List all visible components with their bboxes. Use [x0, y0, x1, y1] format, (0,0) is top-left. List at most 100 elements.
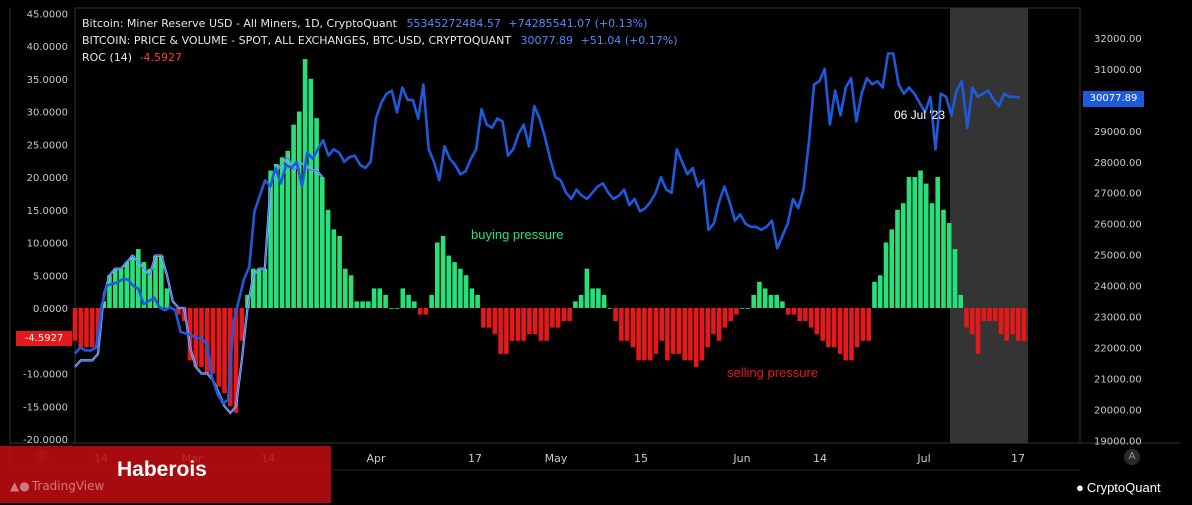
x-tick-label: 17	[1011, 452, 1025, 465]
roc-bar	[452, 262, 457, 308]
roc-bar	[659, 308, 664, 341]
roc-bar	[849, 308, 854, 361]
roc-bar	[866, 308, 871, 341]
roc-bar	[325, 209, 331, 309]
roc-bar	[389, 308, 394, 309]
roc-bar	[877, 275, 883, 309]
roc-bar	[820, 308, 825, 341]
right-tick-label: 26000.00	[1094, 220, 1142, 231]
roc-bar	[343, 268, 348, 308]
roc-bar	[222, 308, 227, 394]
roc-bar	[164, 288, 170, 308]
roc-bar	[757, 281, 762, 308]
roc-bar	[929, 203, 935, 308]
roc-bar	[245, 294, 250, 308]
roc-bar	[843, 308, 848, 361]
roc-bar	[1010, 308, 1015, 335]
roc-bar	[406, 294, 411, 308]
roc-bar	[176, 308, 181, 315]
cryptoquant-text: CryptoQuant	[1086, 480, 1161, 495]
legend-row-price[interactable]: BITCOIN: PRICE & VOLUME - SPOT, ALL EXCH…	[82, 34, 678, 51]
roc-bar	[607, 308, 613, 309]
roc-bar	[981, 308, 986, 322]
auto-scale-button[interactable]: A	[1124, 449, 1140, 465]
roc-bar	[952, 249, 958, 308]
roc-bar	[360, 301, 365, 308]
right-tick-label: 21000.00	[1094, 374, 1142, 385]
roc-bar	[492, 308, 498, 335]
roc-bar	[118, 268, 124, 308]
legend-row-miner-reserve[interactable]: Bitcoin: Miner Reserve USD - All Miners,…	[82, 17, 678, 34]
cryptoquant-logo: ● CryptoQuant	[1076, 480, 1161, 495]
left-tick-label: -20.0000	[23, 435, 68, 446]
right-tick-label: 24000.00	[1094, 282, 1142, 293]
tradingview-logo: ▲● TradingView	[10, 479, 104, 493]
roc-bar	[429, 294, 434, 308]
roc-bar	[745, 308, 751, 309]
roc-bar	[584, 268, 590, 308]
roc-bar	[469, 288, 475, 308]
roc-bar	[567, 308, 572, 322]
tradingview-text: TradingView	[31, 479, 105, 493]
roc-bar	[337, 235, 342, 308]
reserve-line	[74, 156, 323, 414]
roc-bar	[412, 301, 417, 308]
date-highlight	[950, 8, 1028, 443]
roc-bar	[774, 294, 779, 308]
roc-bar	[348, 275, 354, 309]
current-price-label: 30077.89	[1083, 91, 1144, 107]
roc-bar	[1004, 308, 1009, 341]
roc-bar	[969, 308, 975, 335]
roc-bar	[596, 288, 601, 308]
roc-bar	[371, 288, 377, 308]
roc-bar	[699, 308, 705, 361]
left-tick-label: 20.0000	[27, 173, 68, 184]
roc-bar	[670, 308, 676, 354]
right-tick-label: 23000.00	[1094, 313, 1142, 324]
roc-bar	[136, 249, 141, 308]
x-tick-label: Apr	[366, 452, 386, 465]
roc-bar	[762, 288, 768, 308]
roc-bar	[860, 308, 866, 341]
roc-bar	[400, 288, 406, 308]
cryptoquant-icon: ●	[1076, 480, 1084, 495]
roc-bar	[883, 242, 889, 308]
roc-bar	[475, 294, 480, 308]
right-tick-label: 27000.00	[1094, 189, 1142, 200]
roc-bar	[291, 124, 296, 308]
date-annotation: 06 Jul '23	[894, 108, 945, 122]
price-series-line	[74, 52, 1021, 405]
roc-bar	[394, 308, 400, 309]
reserve-overlay-line	[74, 155, 324, 415]
roc-bar	[113, 268, 118, 308]
roc-bar	[262, 268, 268, 308]
roc-bar	[808, 308, 814, 328]
legend-value: 30077.89	[520, 34, 574, 47]
right-tick-label: 25000.00	[1094, 251, 1142, 262]
legend: Bitcoin: Miner Reserve USD - All Miners,…	[82, 17, 678, 68]
roc-bar	[780, 301, 785, 308]
roc-bar	[630, 308, 636, 348]
legend-row-roc[interactable]: ROC (14) -4.5927	[82, 51, 678, 68]
haberois-logo-text: Haberois	[117, 458, 207, 481]
price-line	[74, 52, 1021, 405]
roc-bar	[141, 262, 147, 308]
roc-bar	[486, 308, 492, 328]
roc-bar	[550, 308, 555, 328]
current-roc-label: -4.5927	[16, 331, 72, 346]
roc-bar	[130, 255, 135, 308]
roc-bar	[923, 183, 929, 308]
roc-bar	[889, 229, 894, 308]
roc-bar	[573, 301, 578, 308]
buying-pressure-label: buying pressure	[471, 227, 564, 242]
roc-bar	[153, 255, 158, 308]
roc-bar	[906, 177, 912, 308]
left-axis: 45.0000 40.0000 35.0000 30.0000 25.0000 20.00…	[23, 9, 68, 446]
roc-bar	[872, 281, 877, 308]
roc-bar	[383, 294, 388, 308]
roc-bar	[463, 275, 469, 309]
right-tick-label: 19000.00	[1094, 436, 1142, 447]
roc-bar	[268, 170, 273, 308]
left-tick-label: 25.0000	[27, 140, 68, 151]
roc-bar	[791, 308, 797, 315]
